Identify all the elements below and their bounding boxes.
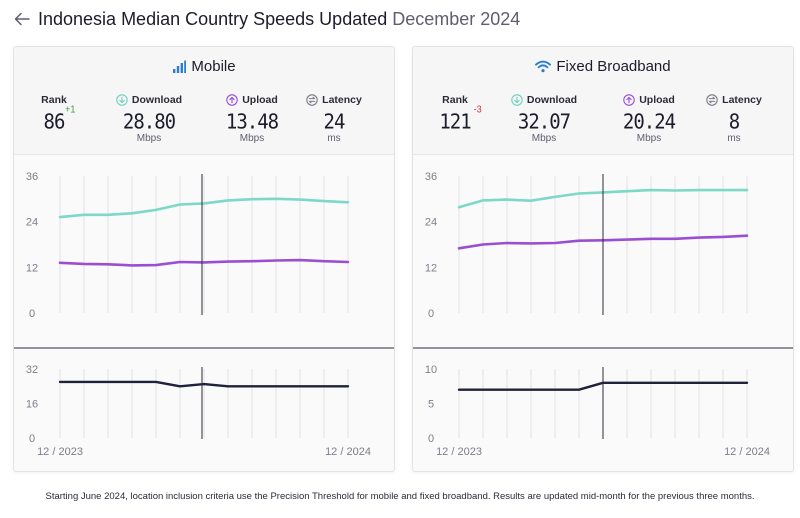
fixed-latency-value: 8 <box>728 110 740 134</box>
speed-axis-tick-label: 24 <box>425 217 437 229</box>
download-icon <box>511 94 523 106</box>
latency-axis-tick-label: 32 <box>26 364 38 376</box>
fixed-rank-delta: -3 <box>473 103 482 115</box>
x-axis-start-label: 12 / 2023 <box>37 446 83 458</box>
latency-axis-tick-label: 0 <box>428 433 434 445</box>
mobile-download: Download 28.80 Mbps <box>109 93 189 144</box>
mobile-rank-label: Rank <box>41 94 67 106</box>
fixed-upload-label: Upload <box>639 94 675 106</box>
fixed-latency: Latency 8 ms <box>694 93 774 144</box>
speed-axis-tick-label: 12 <box>425 262 437 274</box>
latency-series-line <box>58 380 350 388</box>
speed-axis-tick-label: 12 <box>26 262 38 274</box>
mobile-latency-label: Latency <box>322 94 362 106</box>
fixed-rank: Rank 121 -3 <box>415 93 495 134</box>
page-header: Indonesia Median Country Speeds Updated D… <box>12 6 520 32</box>
mobile-card: Mobile Rank 86 +1 Download 28.80 Mbps Upl… <box>13 46 395 472</box>
mobile-rank-value: 86 <box>43 110 66 134</box>
mobile-upload-label: Upload <box>242 94 278 106</box>
mobile-rank-delta: +1 <box>65 103 76 115</box>
fixed-latency-unit: ms <box>727 133 741 144</box>
fixed-download-label: Download <box>526 94 578 106</box>
wifi-icon <box>535 60 552 73</box>
latency-icon <box>306 94 318 106</box>
latency-axis-tick-label: 5 <box>428 399 434 411</box>
download-icon <box>116 94 128 106</box>
mobile-download-value: 28.80 <box>122 110 176 134</box>
mobile-card-header: Mobile Rank 86 +1 Download 28.80 Mbps Upl… <box>14 47 394 155</box>
mobile-latency: Latency 24 ms <box>294 93 374 144</box>
upload-series-line <box>58 258 350 267</box>
latency-axis-tick-label: 10 <box>425 364 437 376</box>
speed-axis-tick-label: 24 <box>26 217 38 229</box>
mobile-title-label: Mobile <box>191 58 236 75</box>
fixed-upload: Upload 20.24 Mbps <box>609 93 689 144</box>
speed-axis-tick-label: 0 <box>428 308 434 320</box>
latency-icon <box>706 94 718 106</box>
back-arrow-icon[interactable] <box>12 9 32 29</box>
page-title-text: Indonesia Median Country Speeds Updated <box>38 8 388 29</box>
fixed-download-value: 32.07 <box>517 110 571 134</box>
speed-axis-tick-label: 36 <box>425 171 437 183</box>
fixed-card-header: Fixed Broadband Rank 121 -3 Download 32.0… <box>413 47 793 155</box>
signal-bars-icon <box>172 60 187 74</box>
mobile-rank: Rank 86 +1 <box>14 93 94 134</box>
mobile-download-label: Download <box>131 94 183 106</box>
fixed-upload-unit: Mbps <box>636 133 662 144</box>
latency-axis-tick-label: 0 <box>29 433 35 445</box>
latency-axis-tick-label: 16 <box>26 399 38 411</box>
mobile-latency-value: 24 <box>323 110 346 134</box>
page-title-date: December 2024 <box>392 8 521 29</box>
download-series-line <box>58 197 350 219</box>
mobile-upload-value: 13.48 <box>225 110 279 134</box>
speed-axis-tick-label: 0 <box>29 308 35 320</box>
mobile-upload: Upload 13.48 Mbps <box>212 93 292 144</box>
x-axis-start-label: 12 / 2023 <box>436 446 482 458</box>
fixed-upload-value: 20.24 <box>622 110 676 134</box>
mobile-download-unit: Mbps <box>136 133 162 144</box>
mobile-upload-unit: Mbps <box>239 133 265 144</box>
footnote: Starting June 2024, location inclusion c… <box>45 491 755 502</box>
fixed-download: Download 32.07 Mbps <box>504 93 584 144</box>
fixed-rank-value: 121 <box>439 110 471 134</box>
upload-icon <box>623 94 635 106</box>
x-axis-end-label: 12 / 2024 <box>724 446 770 458</box>
fixed-card-title: Fixed Broadband <box>413 58 793 75</box>
speed-axis-tick-label: 36 <box>26 171 38 183</box>
mobile-card-title: Mobile <box>14 58 394 75</box>
fixed-title-label: Fixed Broadband <box>556 58 671 75</box>
mobile-latency-unit: ms <box>327 133 341 144</box>
fixed-download-unit: Mbps <box>531 133 557 144</box>
x-axis-end-label: 12 / 2024 <box>325 446 371 458</box>
fixed-latency-label: Latency <box>722 94 762 106</box>
fixed-rank-label: Rank <box>442 94 468 106</box>
page-title: Indonesia Median Country Speeds Updated D… <box>38 9 520 30</box>
fixed-broadband-card: Fixed Broadband Rank 121 -3 Download 32.0… <box>412 46 794 472</box>
upload-icon <box>226 94 238 106</box>
